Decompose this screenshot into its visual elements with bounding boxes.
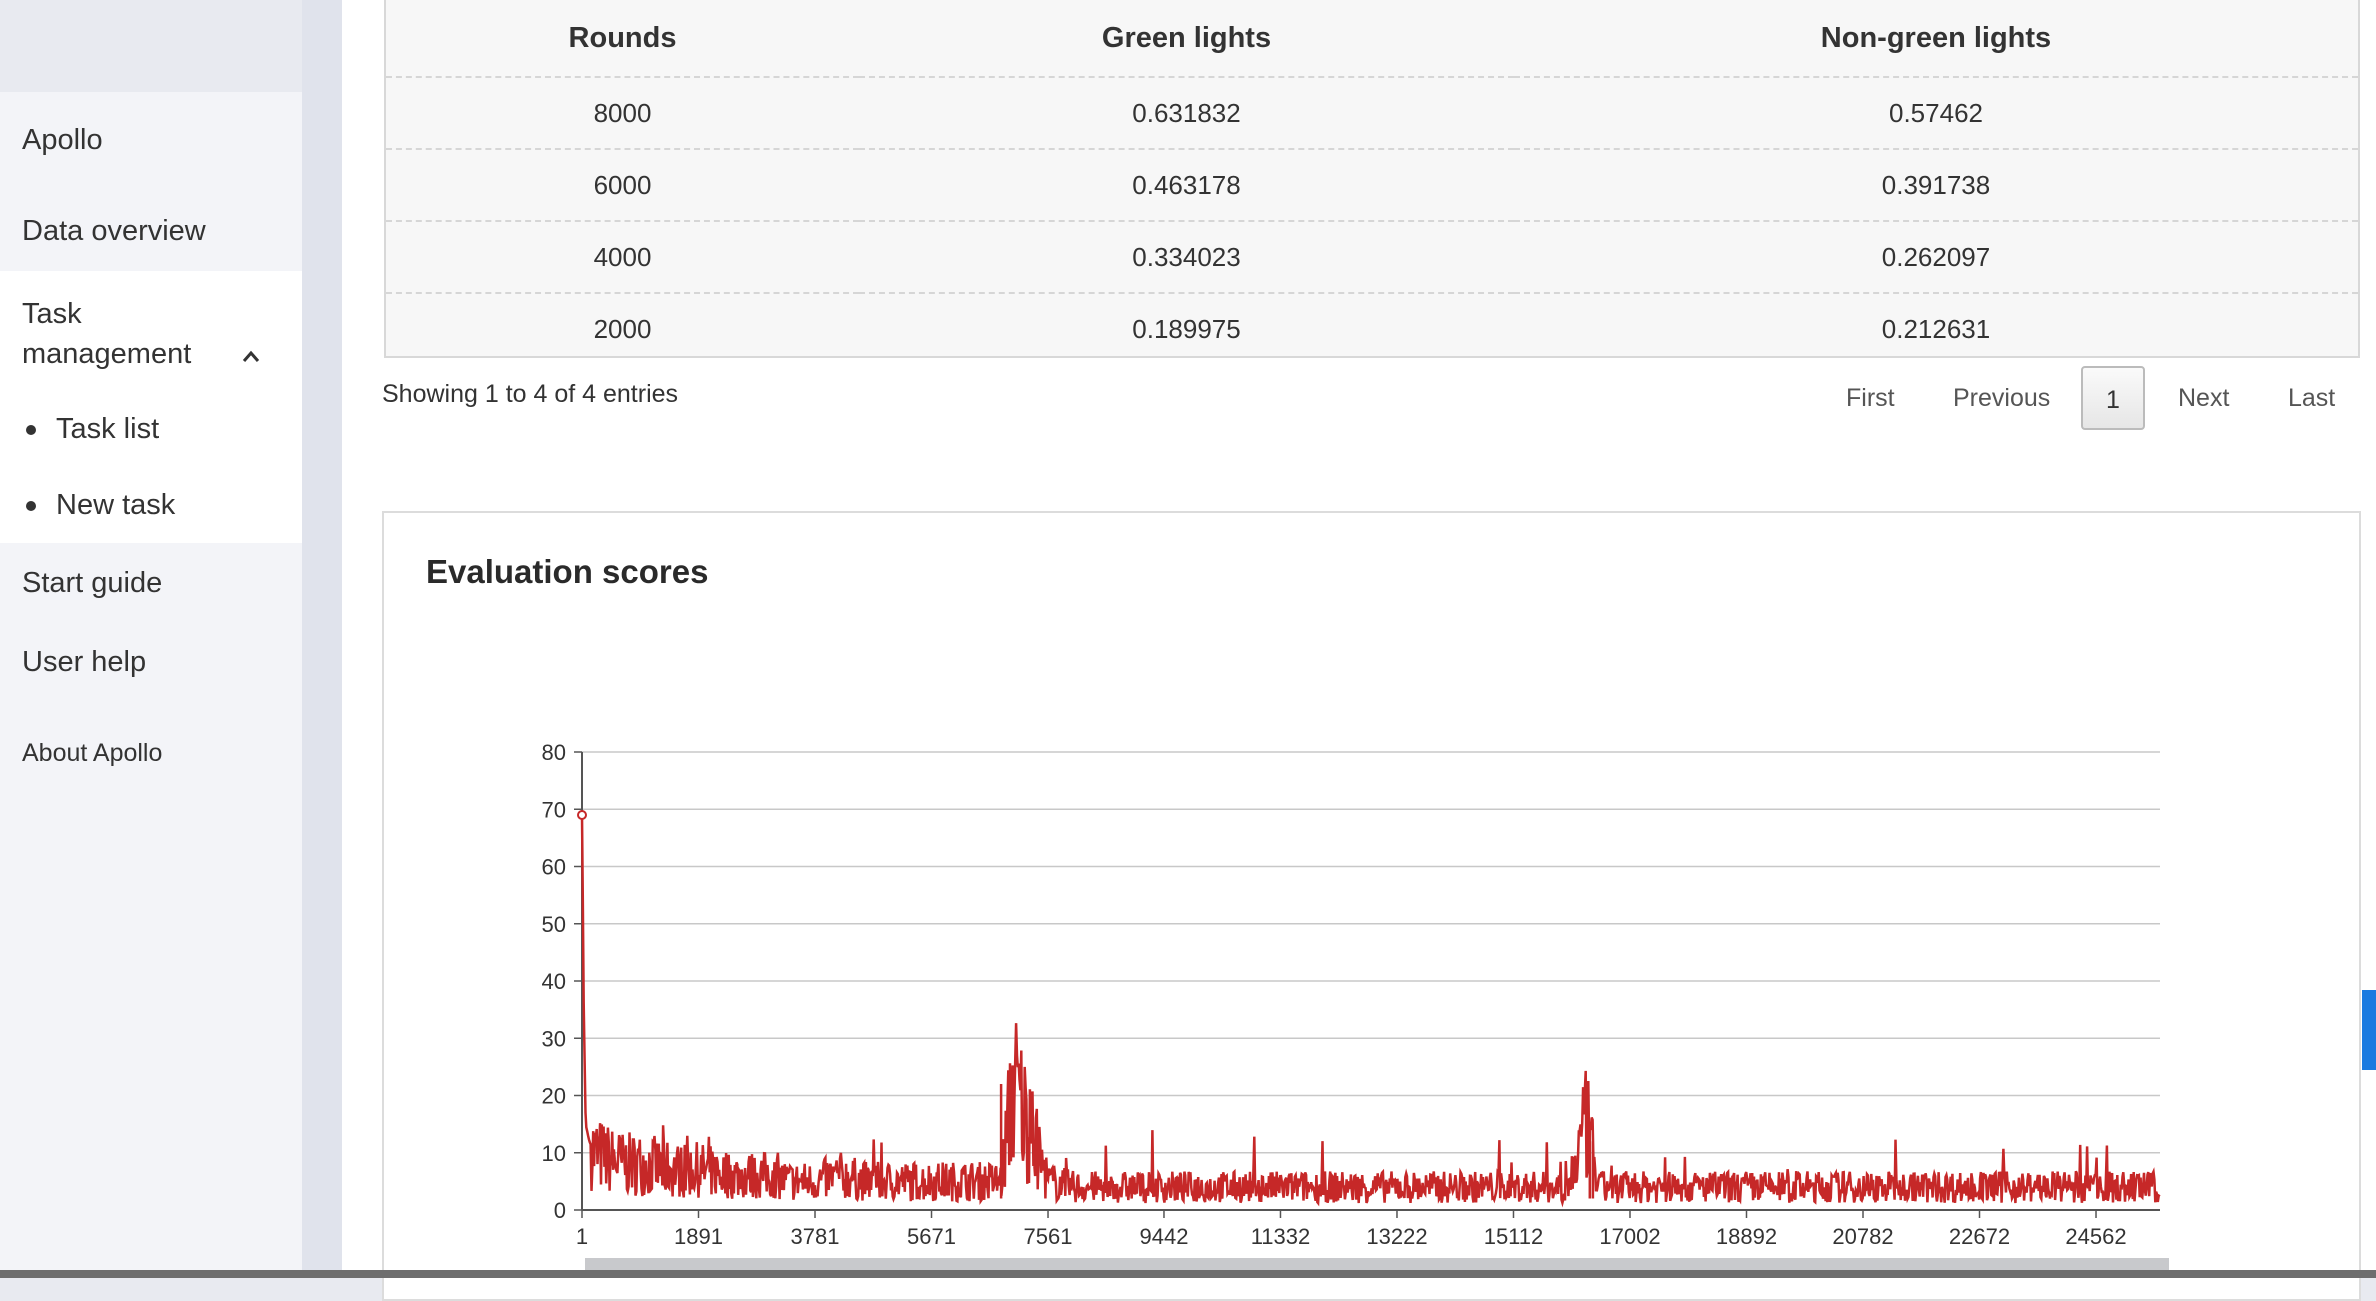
pagination-first[interactable]: First [1846, 384, 1895, 412]
y-tick-label: 0 [554, 1198, 566, 1223]
data-point [577, 809, 587, 820]
y-tick-label: 50 [542, 912, 566, 937]
sidebar [0, 92, 302, 1278]
results-table: Rounds Green lights Non-green lights 800… [384, 0, 2360, 358]
scroll-indicator[interactable] [2362, 990, 2376, 1070]
window-bottom-edge [0, 1270, 2376, 1278]
sidebar-header [0, 0, 302, 92]
x-tick-label: 1 [576, 1224, 588, 1249]
horizontal-scrollbar[interactable] [585, 1258, 2169, 1270]
column-header-non-green-lights[interactable]: Non-green lights [1514, 0, 2358, 78]
sidebar-item-user-help[interactable]: User help [22, 646, 147, 678]
y-tick-label: 80 [542, 740, 566, 765]
cell-rounds: 6000 [386, 149, 859, 222]
cell-green-lights: 0.463178 [859, 149, 1514, 222]
sidebar-item-label: Task [22, 298, 82, 330]
cell-non-green-lights: 0.262097 [1514, 221, 2358, 294]
table-info: Showing 1 to 4 of 4 entries [382, 380, 679, 408]
x-tick-label: 1891 [674, 1224, 723, 1249]
table-row: 2000 0.189975 0.212631 [386, 293, 2358, 364]
x-tick-label: 7561 [1024, 1224, 1073, 1249]
x-tick-label: 3781 [791, 1224, 840, 1249]
cell-green-lights: 0.334023 [859, 221, 1514, 294]
x-tick-label: 9442 [1139, 1224, 1188, 1249]
cell-green-lights: 0.189975 [1132, 313, 1241, 344]
y-tick-label: 70 [542, 797, 566, 822]
x-tick-label: 18892 [1716, 1224, 1777, 1249]
table-row: 6000 0.463178 0.391738 [386, 149, 2358, 222]
cell-non-green-lights: 0.212631 [1881, 313, 1991, 344]
bullet-icon [26, 501, 36, 511]
x-tick-label: 24562 [2065, 1224, 2126, 1249]
sidebar-item-label: management [22, 338, 192, 370]
sidebar-item-start-guide[interactable]: Start guide [22, 567, 163, 599]
sidebar-item-data-overview[interactable]: Data overview [22, 215, 206, 247]
series-line [580, 814, 2161, 1208]
x-tick-label: 22672 [1949, 1224, 2010, 1249]
cell-non-green-lights: 0.391738 [1514, 149, 2358, 222]
y-tick-label: 10 [542, 1141, 566, 1166]
sidebar-gutter [302, 0, 342, 1278]
column-header-green-lights[interactable]: Green lights [859, 0, 1514, 78]
pagination-page-1[interactable]: 1 [2081, 366, 2145, 430]
y-tick-label: 60 [542, 855, 566, 880]
cell-green-lights: 0.631832 [859, 77, 1514, 150]
sidebar-item-task-list[interactable]: Task list [56, 413, 160, 445]
cell-rounds: 2000 [593, 313, 652, 344]
y-tick-label: 40 [542, 969, 566, 994]
sidebar-item-about-apollo[interactable]: About Apollo [22, 739, 163, 767]
column-header-rounds[interactable]: Rounds [386, 0, 859, 78]
y-tick-label: 20 [542, 1084, 566, 1109]
sidebar-item-task-management[interactable]: Task management [22, 294, 191, 374]
table-header-row: Rounds Green lights Non-green lights [386, 0, 2358, 78]
panel-title: Evaluation scores [426, 553, 709, 590]
table-row: 4000 0.334023 0.262097 [386, 221, 2358, 294]
pagination-previous[interactable]: Previous [1953, 384, 2051, 412]
y-tick-label: 30 [542, 1026, 566, 1051]
x-tick-label: 13222 [1366, 1224, 1427, 1249]
sidebar-item-apollo[interactable]: Apollo [22, 124, 103, 156]
cell-rounds: 4000 [386, 221, 859, 294]
x-tick-label: 11332 [1251, 1224, 1311, 1249]
cell-non-green-lights: 0.57462 [1514, 77, 2358, 150]
pagination-next[interactable]: Next [2178, 384, 2230, 412]
x-tick-label: 15112 [1484, 1224, 1544, 1249]
task-management-section [0, 271, 302, 543]
bullet-icon [26, 425, 36, 435]
x-tick-label: 5671 [907, 1224, 956, 1249]
table-row: 8000 0.631832 0.57462 [386, 77, 2358, 150]
pagination-last[interactable]: Last [2288, 384, 2336, 412]
sidebar-item-new-task[interactable]: New task [56, 489, 176, 521]
cell-rounds: 8000 [386, 77, 859, 150]
x-tick-label: 17002 [1599, 1224, 1660, 1249]
x-tick-label: 20782 [1832, 1224, 1893, 1249]
chevron-up-icon[interactable] [242, 348, 260, 366]
